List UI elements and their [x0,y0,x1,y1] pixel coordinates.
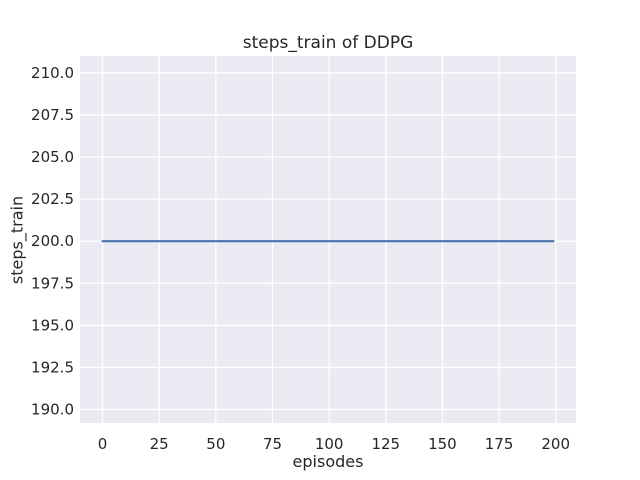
x-tick-label: 75 [263,435,282,453]
x-tick-label: 100 [315,435,344,453]
y-tick-label: 195.0 [31,316,74,334]
x-tick-label: 150 [428,435,457,453]
x-tick-label: 125 [371,435,400,453]
x-axis-label: episodes [292,452,364,471]
axes-background [80,56,576,423]
x-tick-label: 200 [541,435,570,453]
x-tick-label: 50 [206,435,225,453]
y-tick-label: 202.5 [31,190,74,208]
chart-title: steps_train of DDPG [242,33,414,53]
y-tick-label: 207.5 [31,106,74,124]
y-tick-label: 210.0 [31,64,74,82]
x-tick-label: 25 [150,435,169,453]
y-tick-label: 205.0 [31,148,74,166]
y-tick-label: 200.0 [31,232,74,250]
x-tick-label: 175 [485,435,514,453]
x-tick-label: 0 [98,435,108,453]
y-tick-label: 197.5 [31,274,74,292]
y-tick-label: 192.5 [31,358,74,376]
y-tick-label: 190.0 [31,401,74,419]
y-axis-label: steps_train [7,195,27,285]
